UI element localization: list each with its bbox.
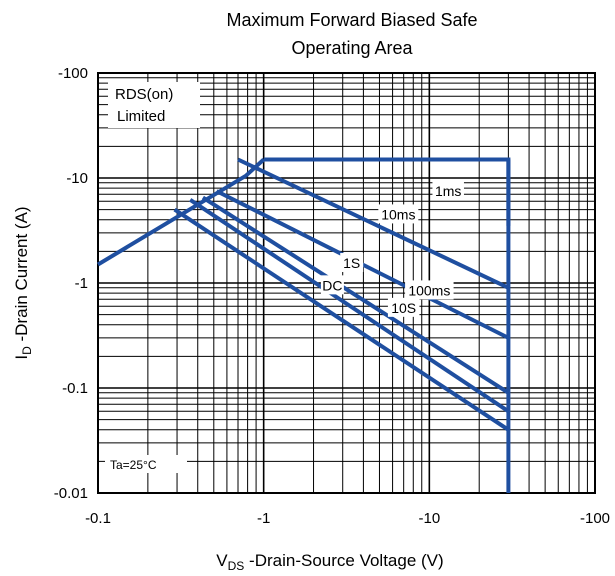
series-label-background (387, 297, 420, 317)
x-tick-label: -1 (257, 510, 270, 527)
series-line-10ms (237, 157, 510, 290)
tick-labels: -0.1 -1 -10 -100 -100 -10 -1 -0.1 -0.01 (54, 65, 610, 527)
series-line-dc (173, 207, 510, 432)
plot-frame (97, 72, 596, 494)
rds-limited-annotation: RDS(on) Limited (108, 82, 200, 128)
x-tick-label: -100 (580, 510, 610, 527)
series-label-1ms: 1ms (435, 183, 461, 199)
rds-label-line1: RDS(on) (115, 86, 173, 103)
y-tick-label: -1 (75, 275, 88, 292)
rds-label-line2: Limited (117, 108, 165, 125)
x-axis-label: VDS -Drain-Source Voltage (V) (216, 551, 443, 573)
series-label-background (340, 253, 364, 273)
y-tick-label: -0.01 (54, 485, 88, 502)
series-label-1s: 1S (343, 255, 360, 271)
chart-title-line2: Operating Area (291, 38, 413, 58)
y-axis-label: ID -Drain Current (A) (12, 206, 34, 359)
series-label-background (378, 204, 419, 224)
x-tick-label: -0.1 (85, 510, 111, 527)
series-label-background (320, 275, 344, 295)
y-tick-label: -10 (66, 170, 88, 187)
series-label-background (432, 181, 464, 201)
temperature-label: Ta=25°C (110, 458, 157, 472)
series-line-1s (201, 195, 510, 395)
chart-title-line1: Maximum Forward Biased Safe (226, 10, 477, 30)
series-label-background (405, 280, 454, 300)
series-label-10s: 10S (391, 300, 416, 316)
y-tick-label: -0.1 (62, 380, 88, 397)
series-labels: 1ms 10ms 100ms 1S 10S DC (320, 181, 464, 317)
series-label-100ms: 100ms (408, 282, 450, 298)
series-line-10s (189, 198, 510, 413)
temperature-annotation: Ta=25°C (105, 455, 187, 473)
series-label-dc: DC (322, 277, 342, 293)
series-label-10ms: 10ms (381, 206, 415, 222)
grid-lines (97, 73, 595, 494)
y-tick-label: -100 (58, 65, 88, 82)
series-line (96, 158, 266, 267)
x-tick-label: -10 (418, 510, 440, 527)
